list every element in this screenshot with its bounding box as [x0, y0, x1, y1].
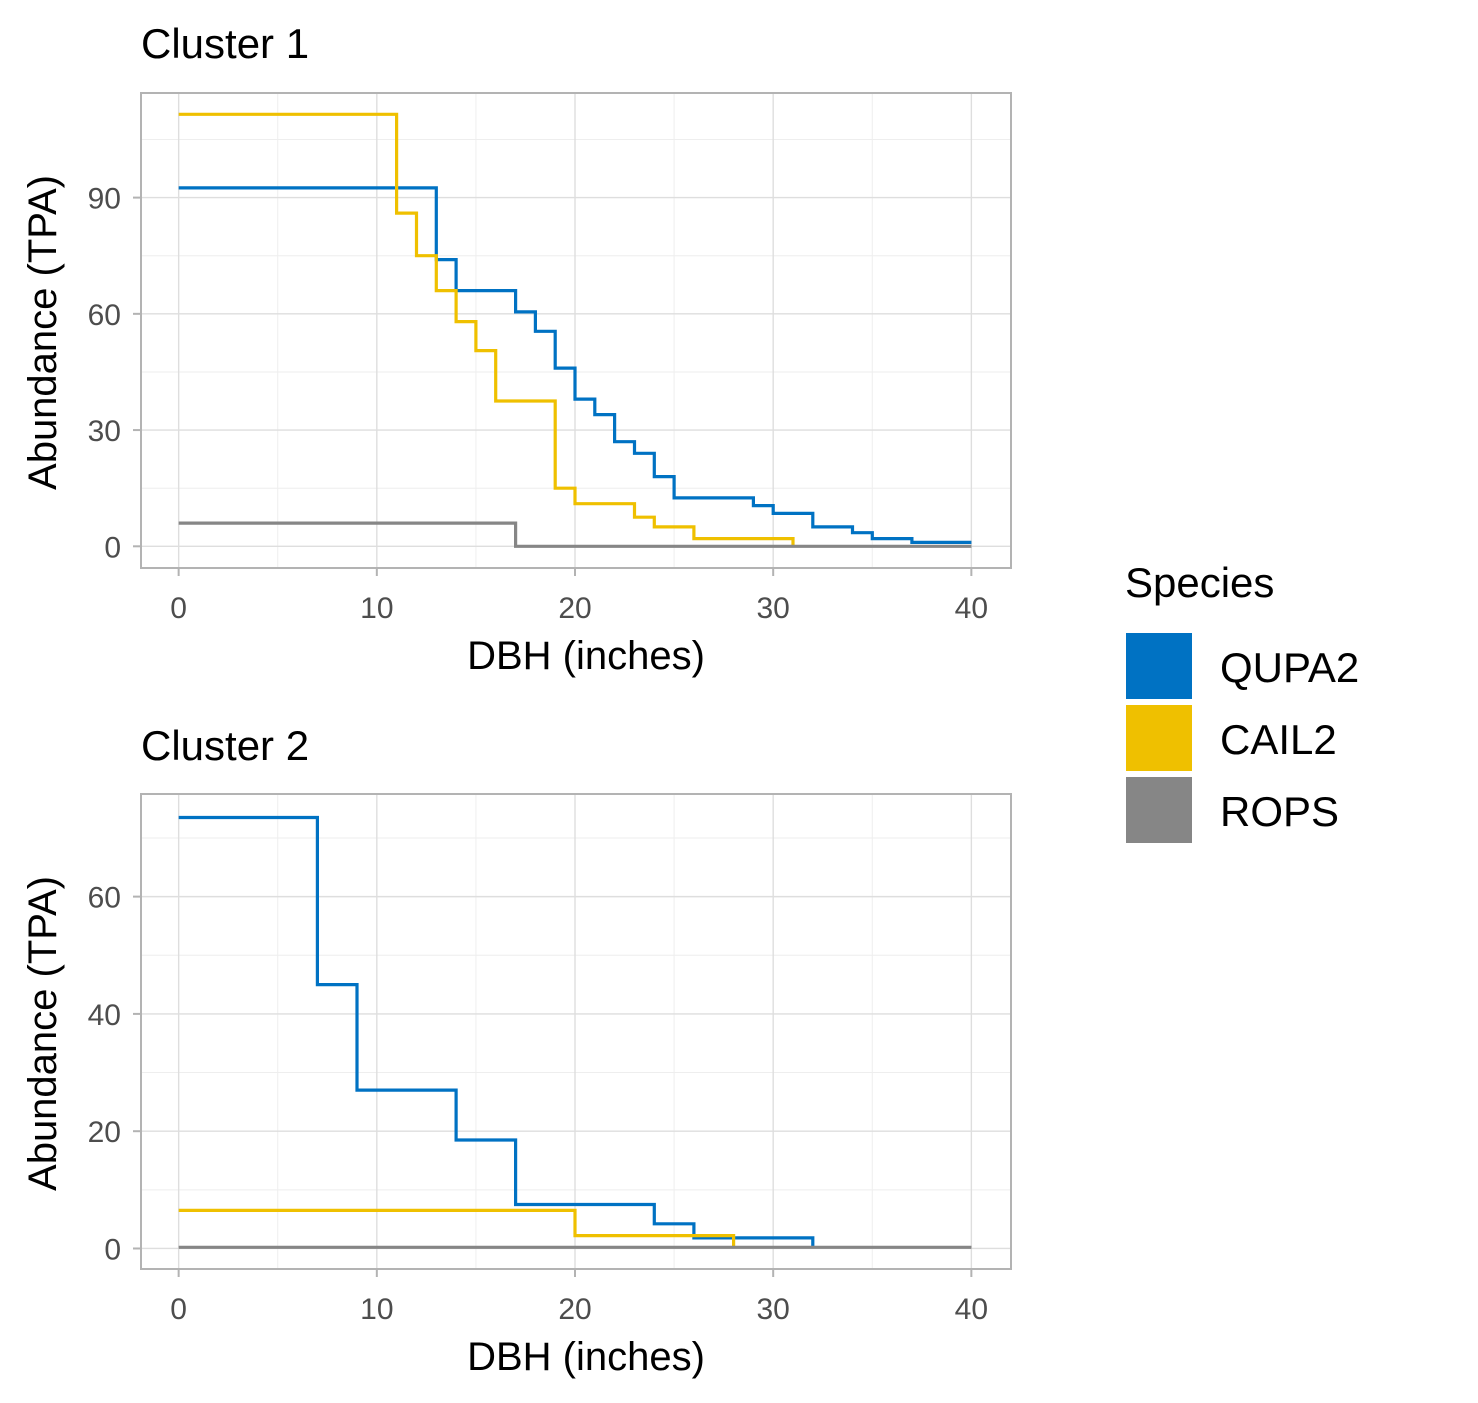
x-tick-label: 20 [558, 1293, 591, 1326]
panel-border [140, 793, 1012, 1270]
legend-label-rops: ROPS [1220, 788, 1339, 835]
y-axis-title: Abundance (TPA) [21, 175, 65, 490]
y-tick-label: 60 [88, 299, 121, 332]
panel-1: 0 10 20 30 40 0 30 60 90 Cluster 1 DBH (inches) Abu… [21, 20, 1012, 678]
legend-label-cail2: CAIL2 [1220, 716, 1337, 763]
y-tick-label: 60 [88, 882, 121, 915]
series-line-rops [178, 521, 972, 548]
x-tick-label: 10 [360, 592, 393, 625]
panel-title: Cluster 2 [141, 722, 309, 769]
series-line-cail2 [178, 1208, 736, 1249]
x-tick-label: 0 [170, 592, 187, 625]
y-tick-label: 40 [88, 999, 121, 1032]
x-axis-title: DBH (inches) [467, 634, 705, 678]
y-tick-label: 20 [88, 1116, 121, 1149]
x-tick-label: 30 [756, 592, 789, 625]
x-tick-label: 20 [558, 592, 591, 625]
series-line-cail2 [178, 112, 795, 547]
y-tick-label: 90 [88, 183, 121, 216]
panel-title: Cluster 1 [141, 20, 309, 67]
series-line-qupa2 [178, 186, 972, 544]
legend: Species QUPA2 CAIL2 ROPS [1125, 559, 1359, 843]
legend-label-qupa2: QUPA2 [1220, 644, 1359, 691]
legend-key-cail2 [1126, 705, 1192, 771]
legend-key-qupa2 [1126, 633, 1192, 699]
x-tick-label: 30 [756, 1293, 789, 1326]
x-tick-label: 0 [170, 1293, 187, 1326]
panel-2: 0 10 20 30 40 0 20 40 60 Cluster 2 DBH (inches) Abu… [21, 722, 1012, 1379]
y-tick-label: 0 [104, 531, 121, 564]
y-axis-title: Abundance (TPA) [21, 876, 65, 1191]
x-tick-label: 40 [955, 592, 988, 625]
x-tick-label: 10 [360, 1293, 393, 1326]
x-tick-label: 40 [955, 1293, 988, 1326]
y-tick-label: 0 [104, 1233, 121, 1266]
panels: 0 10 20 30 40 0 30 60 90 Cluster 1 DBH (inches) Abu… [21, 20, 1012, 1379]
y-tick-label: 30 [88, 415, 121, 448]
legend-title: Species [1125, 559, 1274, 606]
x-axis-title: DBH (inches) [467, 1335, 705, 1379]
series-line-qupa2 [178, 815, 815, 1249]
legend-key-rops [1126, 777, 1192, 843]
